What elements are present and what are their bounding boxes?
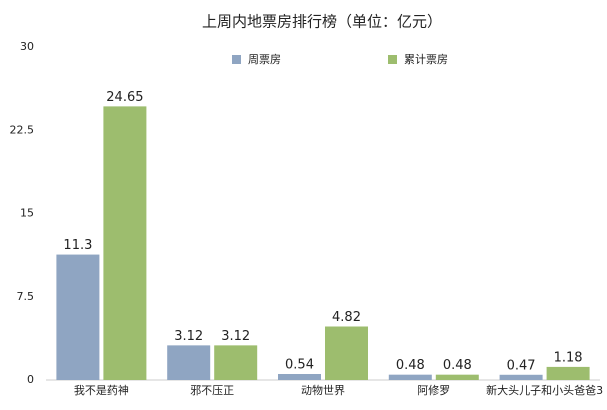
data-label: 3.12 [174,329,203,344]
legend-label: 周票房 [248,53,281,66]
x-tick-label: 动物世界 [301,383,345,397]
y-tick-label: 22.5 [10,123,35,136]
bar [167,345,211,380]
bar [546,366,590,380]
y-tick-label: 30 [20,40,34,53]
bar [499,374,543,380]
y-tick-label: 15 [20,207,34,220]
chart-title: 上周内地票房排行榜（单位：亿元） [202,13,442,31]
data-label: 11.3 [63,238,92,253]
y-tick-label: 0 [27,373,34,386]
x-tick-label: 新大头儿子和小头爸爸3 [486,383,603,397]
bar [103,106,147,380]
data-label: 24.65 [106,90,143,105]
bar [278,374,321,380]
legend-swatch [232,55,241,64]
data-label: 4.82 [332,310,361,325]
data-label: 0.48 [396,358,425,373]
bar [388,374,432,380]
x-tick-label: 邪不压正 [190,384,234,397]
y-tick-label: 7.5 [17,290,35,303]
data-label: 3.12 [221,329,250,344]
bar [435,374,479,380]
data-label: 0.47 [507,358,536,373]
data-label: 1.18 [554,350,583,365]
x-tick-label: 我不是药神 [74,383,129,397]
bar [56,254,100,380]
bar [325,326,368,380]
legend-label: 累计票房 [404,53,448,66]
data-label: 0.48 [443,358,472,373]
bar [214,345,258,380]
legend-swatch [388,55,397,64]
data-label: 0.54 [285,358,314,373]
x-tick-label: 阿修罗 [417,383,450,397]
